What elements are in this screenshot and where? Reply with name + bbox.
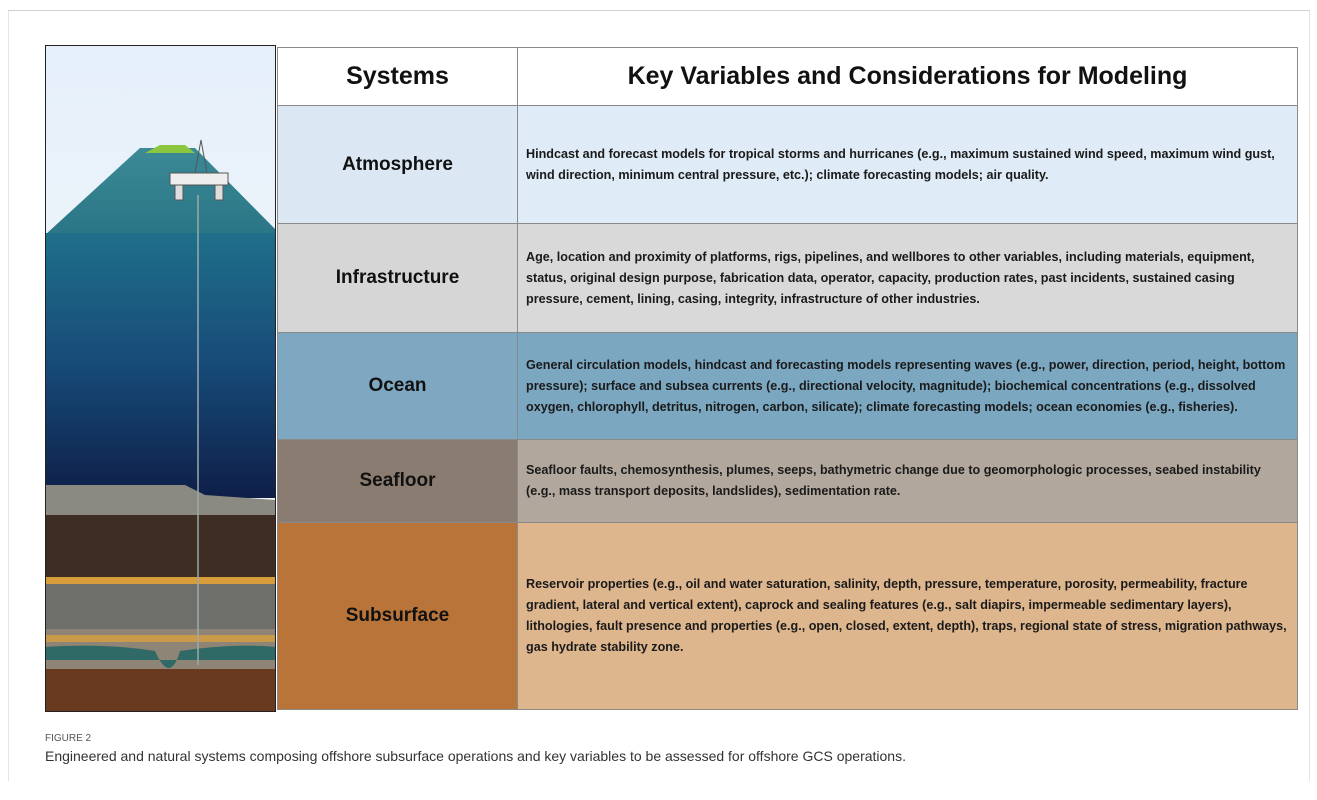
system-cell: Infrastructure [277, 223, 518, 333]
system-cell: Ocean [277, 332, 518, 440]
system-cell: Atmosphere [277, 105, 518, 224]
description-cell: General circulation models, hindcast and… [517, 332, 1298, 440]
header-cell: Systems [277, 47, 518, 106]
table-row: Seafloor Seafloor faults, chemosynthesis,… [277, 439, 1298, 523]
description-cell: Reservoir properties (e.g., oil and wate… [517, 522, 1298, 710]
caption-label: FIGURE 2 [45, 733, 92, 744]
system-cell: Subsurface [277, 522, 518, 710]
systems-table: Systems Key Variables and Considerations… [277, 47, 1298, 710]
illustration [45, 45, 276, 712]
header-row: Systems Key Variables and Considerations… [277, 47, 1298, 106]
description-cell: Age, location and proximity of platforms… [517, 223, 1298, 333]
header-cell: Key Variables and Considerations for Mod… [517, 47, 1298, 106]
table-row: Ocean General circulation models, hindcas… [277, 332, 1298, 440]
table-row: Subsurface Reservoir properties (e.g., oi… [277, 522, 1298, 710]
description-cell: Seafloor faults, chemosynthesis, plumes,… [517, 439, 1298, 523]
caption-text: Engineered and natural systems composing… [45, 748, 906, 764]
table-row: Atmosphere Hindcast and forecast models f… [277, 105, 1298, 224]
system-cell: Seafloor [277, 439, 518, 523]
figure-frame [8, 10, 1310, 781]
table-row: Infrastructure Age, location and proximit… [277, 223, 1298, 333]
description-cell: Hindcast and forecast models for tropica… [517, 105, 1298, 224]
